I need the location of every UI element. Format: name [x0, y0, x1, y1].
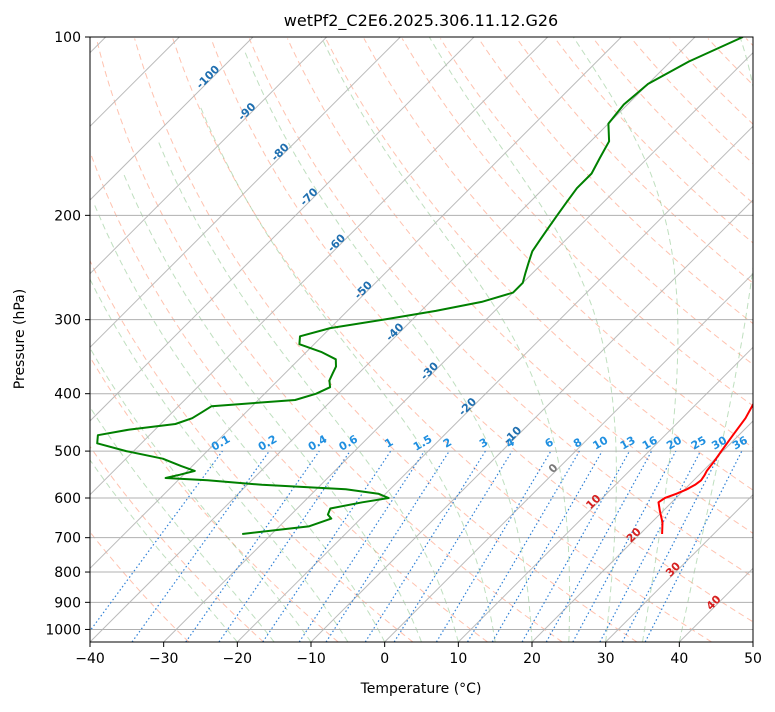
- y-tick-label: 600: [54, 491, 81, 507]
- y-axis-title: Pressure (hPa): [12, 289, 28, 389]
- x-tick-label: −30: [149, 651, 179, 667]
- y-tick-label: 1000: [45, 622, 81, 638]
- x-tick-label: 10: [449, 651, 467, 667]
- y-tick-label: 400: [54, 387, 81, 403]
- x-tick-label: −20: [223, 651, 253, 667]
- y-tick-label: 800: [54, 565, 81, 581]
- y-tick-label: 500: [54, 444, 81, 460]
- y-tick-label: 300: [54, 313, 81, 329]
- x-tick-label: 30: [597, 651, 615, 667]
- chart-title: wetPf2_C2E6.2025.306.11.12.G26: [284, 11, 558, 31]
- x-tick-label: −40: [75, 651, 105, 667]
- y-tick-label: 100: [54, 30, 81, 46]
- y-tick-label: 700: [54, 531, 81, 547]
- x-tick-label: 50: [744, 651, 762, 667]
- x-tick-label: 40: [670, 651, 688, 667]
- y-tick-label: 900: [54, 595, 81, 611]
- y-tick-label: 200: [54, 208, 81, 224]
- x-tick-label: −10: [296, 651, 326, 667]
- x-axis-title: Temperature (°C): [360, 681, 482, 697]
- x-tick-label: 20: [523, 651, 541, 667]
- x-tick-label: 0: [380, 651, 389, 667]
